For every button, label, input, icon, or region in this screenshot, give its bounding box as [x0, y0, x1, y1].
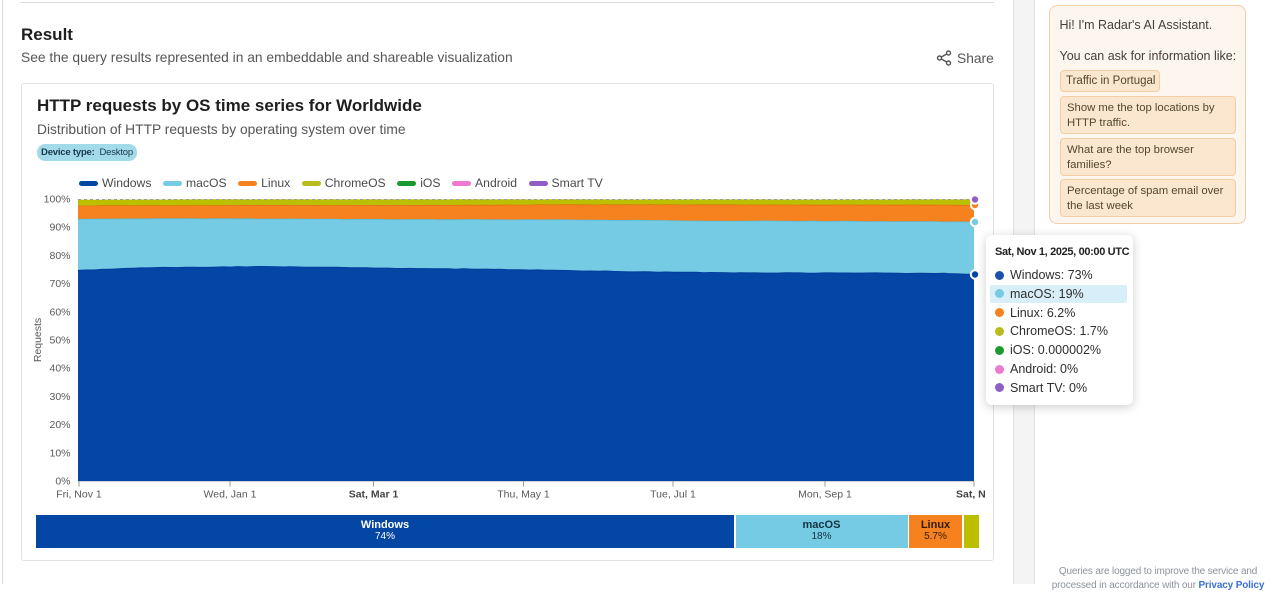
svg-text:70%: 70% — [49, 278, 70, 290]
svg-text:Mon, Sep 1: Mon, Sep 1 — [798, 489, 852, 501]
svg-text:100%: 100% — [44, 194, 71, 206]
svg-text:Sat, Mar 1: Sat, Mar 1 — [349, 489, 399, 501]
svg-text:20%: 20% — [49, 419, 70, 431]
svg-text:90%: 90% — [49, 222, 70, 234]
svg-text:Requests: Requests — [32, 318, 44, 362]
svg-text:80%: 80% — [49, 250, 70, 262]
svg-text:50%: 50% — [49, 335, 70, 347]
svg-text:Fri, Nov 1: Fri, Nov 1 — [56, 489, 102, 501]
svg-text:60%: 60% — [49, 306, 70, 318]
svg-text:Thu, May 1: Thu, May 1 — [497, 489, 550, 501]
svg-text:Wed, Jan 1: Wed, Jan 1 — [204, 489, 257, 501]
svg-text:0%: 0% — [55, 476, 70, 488]
svg-text:Sat, N: Sat, N — [956, 489, 986, 501]
svg-text:30%: 30% — [49, 391, 70, 403]
svg-text:Tue, Jul 1: Tue, Jul 1 — [650, 489, 696, 501]
svg-text:40%: 40% — [49, 363, 70, 375]
svg-text:10%: 10% — [49, 447, 70, 459]
